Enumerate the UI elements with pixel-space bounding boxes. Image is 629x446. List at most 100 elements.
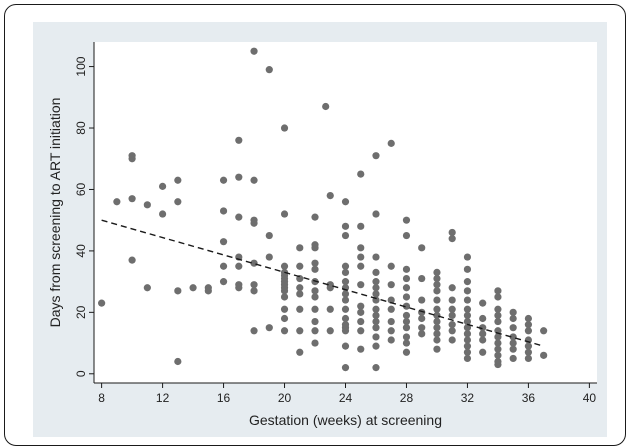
- data-point: [402, 216, 411, 224]
- data-point: [448, 305, 456, 313]
- data-point: [174, 176, 182, 184]
- data-points: [98, 47, 548, 372]
- x-tick-label: 24: [339, 391, 353, 405]
- data-point: [418, 244, 426, 252]
- data-point: [418, 274, 426, 283]
- data-point: [540, 351, 548, 359]
- data-point: [311, 293, 319, 301]
- data-point: [265, 231, 273, 240]
- data-point: [387, 305, 395, 313]
- data-point: [357, 308, 365, 316]
- data-point: [433, 268, 441, 277]
- data-point: [219, 262, 228, 270]
- data-point: [494, 293, 502, 301]
- y-tick-label: 40: [74, 244, 88, 258]
- data-point: [448, 311, 456, 320]
- data-point: [250, 327, 258, 335]
- data-point: [524, 327, 533, 335]
- data-point: [433, 336, 441, 344]
- data-point: [387, 327, 395, 335]
- data-point: [509, 345, 517, 353]
- data-point: [357, 302, 365, 310]
- data-point: [433, 324, 441, 332]
- data-point: [509, 333, 517, 341]
- data-point: [387, 296, 395, 304]
- data-point: [479, 299, 487, 307]
- data-point: [296, 348, 304, 356]
- data-point: [524, 348, 533, 356]
- data-point: [250, 287, 258, 295]
- data-point: [448, 321, 456, 329]
- data-point: [357, 262, 365, 270]
- data-point: [372, 311, 380, 320]
- data-point: [494, 317, 502, 326]
- data-point: [280, 262, 289, 270]
- data-point: [357, 345, 365, 353]
- data-point: [372, 333, 380, 341]
- data-point: [402, 274, 411, 283]
- data-point: [433, 281, 441, 289]
- data-point: [250, 259, 258, 267]
- data-point: [250, 219, 258, 227]
- data-point: [509, 339, 517, 347]
- data-point: [509, 314, 517, 323]
- data-point: [402, 324, 411, 332]
- data-point: [311, 287, 319, 295]
- data-point: [204, 287, 212, 295]
- data-point: [326, 305, 334, 313]
- data-point: [372, 317, 380, 326]
- data-point: [296, 327, 304, 335]
- data-point: [402, 333, 411, 341]
- data-point: [296, 284, 304, 292]
- data-point: [372, 268, 380, 277]
- x-tick-label: 16: [217, 391, 231, 405]
- data-point: [448, 235, 456, 243]
- data-point: [235, 136, 243, 144]
- x-tick-label: 32: [461, 391, 475, 405]
- data-point: [357, 327, 365, 335]
- data-point: [372, 152, 380, 160]
- data-point: [402, 293, 411, 301]
- data-point: [372, 305, 380, 313]
- data-point: [311, 259, 319, 267]
- x-axis-ticks: 8 12 16 20 24 28 32 36 40: [98, 383, 596, 405]
- data-point: [311, 339, 319, 347]
- data-point: [280, 287, 289, 295]
- data-point: [463, 317, 472, 326]
- data-point: [494, 360, 502, 369]
- data-point: [341, 231, 350, 240]
- data-point: [524, 342, 533, 350]
- y-axis-ticks: 0 20 40 60 80 100: [74, 56, 94, 377]
- data-point: [296, 305, 304, 313]
- data-point: [479, 324, 487, 332]
- data-point: [387, 139, 395, 147]
- data-point: [494, 339, 502, 347]
- data-point: [341, 290, 350, 298]
- data-point: [280, 124, 289, 132]
- data-point: [509, 354, 517, 363]
- data-point: [524, 321, 533, 329]
- data-point: [509, 308, 517, 316]
- data-point: [265, 66, 273, 74]
- data-point: [174, 287, 182, 295]
- data-point: [387, 336, 395, 344]
- data-point: [448, 327, 456, 335]
- data-point: [235, 173, 243, 181]
- data-point: [158, 210, 167, 218]
- data-point: [250, 281, 258, 289]
- data-point: [402, 284, 411, 292]
- data-point: [463, 311, 472, 320]
- data-point: [463, 253, 472, 261]
- data-point: [235, 213, 243, 221]
- data-point: [250, 47, 258, 55]
- data-point: [479, 336, 487, 344]
- data-point: [463, 287, 472, 295]
- data-point: [341, 268, 350, 277]
- data-point: [402, 302, 411, 310]
- data-point: [494, 287, 502, 295]
- data-point: [433, 330, 441, 338]
- x-tick-label: 36: [522, 391, 536, 405]
- data-point: [341, 222, 350, 230]
- data-point: [311, 317, 319, 326]
- data-point: [341, 342, 350, 350]
